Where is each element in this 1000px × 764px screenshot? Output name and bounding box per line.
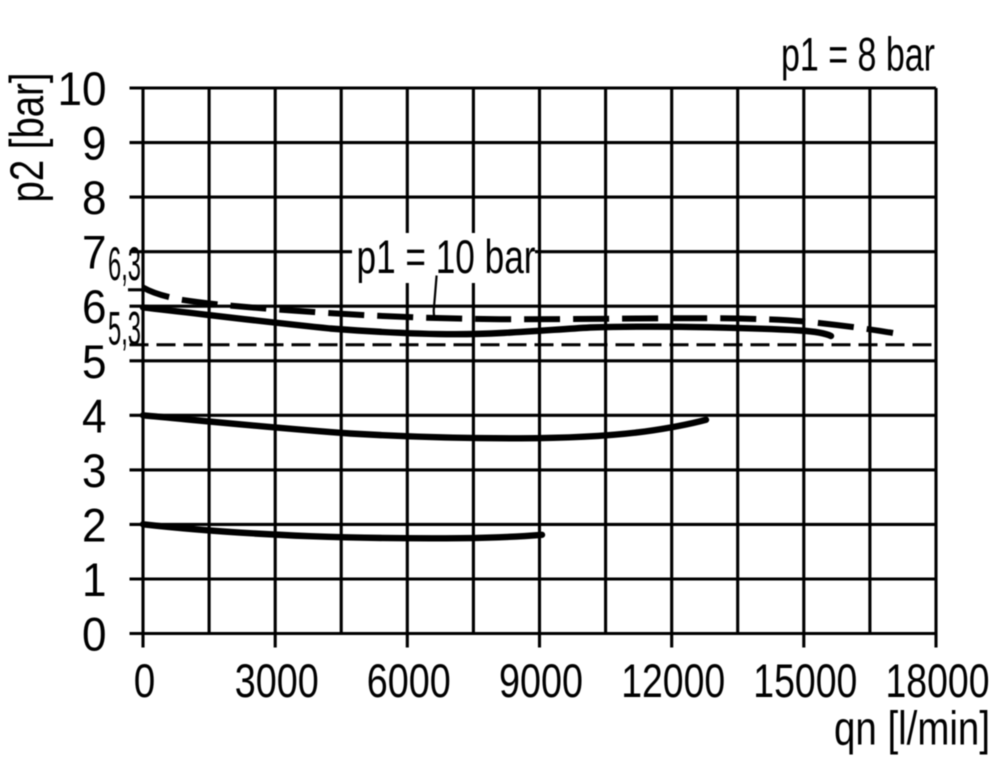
- svg-text:6,3: 6,3: [108, 238, 141, 291]
- svg-text:9000: 9000: [499, 655, 583, 708]
- svg-text:6000: 6000: [367, 655, 451, 708]
- svg-text:0: 0: [134, 655, 156, 708]
- svg-text:5: 5: [82, 336, 107, 389]
- svg-text:0: 0: [82, 609, 107, 662]
- svg-text:p1 = 8 bar: p1 = 8 bar: [781, 29, 935, 82]
- svg-text:8: 8: [82, 172, 107, 225]
- svg-text:2: 2: [82, 499, 107, 552]
- svg-text:3: 3: [82, 445, 107, 498]
- svg-text:p1 = 10 bar: p1 = 10 bar: [357, 231, 536, 284]
- svg-text:9: 9: [82, 118, 107, 171]
- svg-text:4: 4: [82, 390, 107, 443]
- svg-text:10: 10: [58, 63, 107, 116]
- svg-text:15000: 15000: [753, 655, 857, 708]
- svg-text:p2 [bar]: p2 [bar]: [1, 73, 54, 203]
- svg-text:12000: 12000: [621, 655, 725, 708]
- svg-text:7: 7: [82, 227, 107, 280]
- svg-text:1: 1: [82, 554, 107, 607]
- svg-text:6: 6: [82, 281, 107, 334]
- svg-text:qn [l/min]: qn [l/min]: [834, 703, 990, 756]
- svg-text:18000: 18000: [886, 655, 990, 708]
- svg-text:3000: 3000: [235, 655, 319, 708]
- svg-text:5,3: 5,3: [108, 303, 141, 356]
